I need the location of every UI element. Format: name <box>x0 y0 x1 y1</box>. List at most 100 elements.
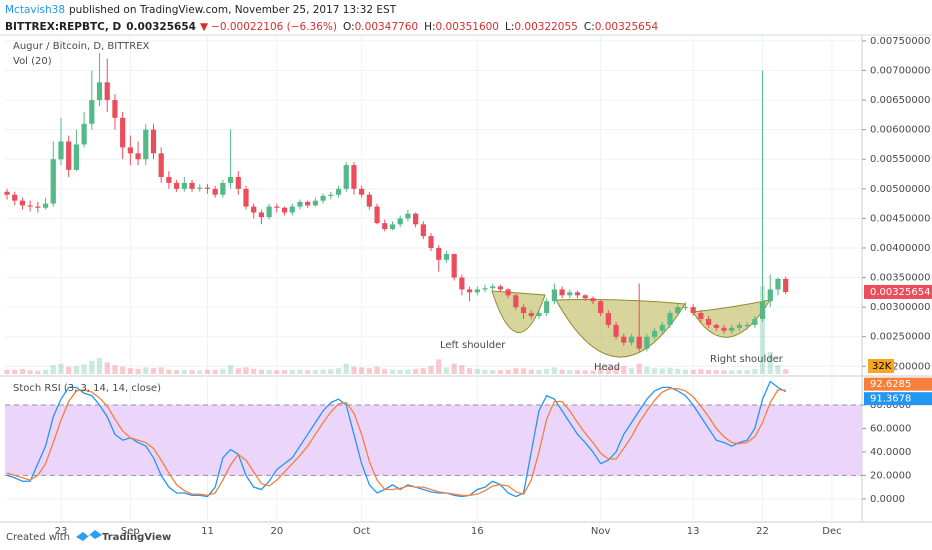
volume-bar <box>289 370 295 374</box>
marks <box>4 52 789 498</box>
volume-bar <box>320 369 326 374</box>
volume-bar <box>544 368 550 374</box>
volume-title: Vol (20) <box>13 56 52 67</box>
candle-body <box>158 153 164 177</box>
candle-body <box>120 117 126 148</box>
volume-bar <box>235 368 241 374</box>
volume-bar <box>752 368 758 374</box>
candle-body <box>281 207 288 213</box>
candle-body <box>220 182 226 195</box>
volume-bar <box>605 367 611 374</box>
x-tick-label: 23 <box>55 526 68 537</box>
candle-body <box>19 200 26 206</box>
candle-body <box>89 100 95 124</box>
volume-bar <box>374 366 380 374</box>
candle-body <box>143 129 149 160</box>
candle-body <box>197 187 203 189</box>
candle-body <box>436 247 442 260</box>
ohlc-value: 0.00351600 <box>436 21 499 33</box>
volume-bar <box>104 362 110 374</box>
x-tick-label: 20 <box>270 526 283 537</box>
volume-bar <box>135 368 141 374</box>
volume-bar <box>143 367 149 374</box>
volume-bar <box>243 367 249 374</box>
y-tick-label: 0.00750000 <box>870 36 930 47</box>
candle-body <box>451 253 457 278</box>
chart-title: Augur / Bitcoin, D, BITTREX <box>13 41 150 52</box>
volume-bar <box>698 369 704 374</box>
x-tick-label: Sep <box>121 526 140 537</box>
candle-body <box>150 129 157 154</box>
candle-body <box>690 307 696 314</box>
y-tick-label: 0.00200000 <box>870 361 930 372</box>
right-shoulder-shape <box>692 299 772 338</box>
candle-body <box>628 336 635 343</box>
candle-body <box>505 289 511 296</box>
volume-bar <box>297 369 303 374</box>
volume-bar <box>590 370 596 374</box>
candle-body <box>520 307 527 314</box>
volume-bar <box>212 369 218 374</box>
candle-body <box>544 301 550 314</box>
volume-bar <box>675 368 681 374</box>
volume-bar <box>382 368 388 374</box>
last-price: 0.00325654 <box>126 21 196 33</box>
volume-bar <box>181 369 187 374</box>
candle-body <box>35 206 41 208</box>
volume-bar <box>120 366 126 374</box>
candle-body <box>528 313 534 317</box>
volume-bar <box>158 367 164 374</box>
y-tick-label: 0.00550000 <box>870 154 930 165</box>
volume-bar <box>150 368 157 374</box>
volume-bar <box>613 366 619 374</box>
left-shoulder-shape <box>491 290 546 333</box>
ohlc-value: 0.00347760 <box>355 21 418 33</box>
y-tick-label: 0.00250000 <box>870 332 930 343</box>
candle-body <box>212 188 218 195</box>
candle-body <box>297 201 303 207</box>
volume-bar <box>12 369 18 374</box>
volume-bar <box>767 352 773 374</box>
volume-bar <box>335 368 342 374</box>
candle-body <box>66 141 72 170</box>
volume-bar <box>174 370 180 374</box>
volume-bar <box>474 368 480 374</box>
volume-bar <box>258 369 265 374</box>
candle-body <box>235 176 241 189</box>
volume-bar <box>490 369 496 374</box>
stoch-line <box>6 387 786 497</box>
candle-body <box>312 200 318 206</box>
candle-body <box>536 313 542 317</box>
candle-body <box>667 313 673 325</box>
volume-bar <box>744 369 750 374</box>
footer-brand[interactable]: TradingView <box>102 532 171 543</box>
volume-bar <box>89 360 95 374</box>
volume-bar <box>73 365 79 374</box>
volume-bar <box>66 366 72 374</box>
volume-bar <box>436 359 442 374</box>
candle-body <box>42 203 49 208</box>
footer-created: Created with <box>6 532 70 543</box>
x-tick-label: 11 <box>201 526 214 537</box>
candle-body <box>328 194 334 196</box>
candle-body <box>382 223 388 230</box>
candle-body <box>713 324 719 328</box>
published: published on TradingView.com, November 2… <box>69 4 397 16</box>
y-tick-label: 0.00650000 <box>870 95 930 106</box>
volume-tag-bg <box>868 359 894 373</box>
candle-body <box>474 289 480 293</box>
candle-body <box>767 289 773 302</box>
candle-body <box>590 298 596 302</box>
candle-body <box>752 318 758 325</box>
candle-body <box>420 224 426 237</box>
candle-body <box>166 176 172 183</box>
candle-body <box>675 307 681 314</box>
volume-bar <box>574 370 581 374</box>
candle-body <box>374 206 380 224</box>
y-tick-label: 0.00700000 <box>870 65 930 76</box>
candle-body <box>459 277 465 290</box>
volume-bar <box>127 368 133 374</box>
y-tick-label: 0.0000 <box>870 494 905 505</box>
volume-bar <box>628 368 635 374</box>
